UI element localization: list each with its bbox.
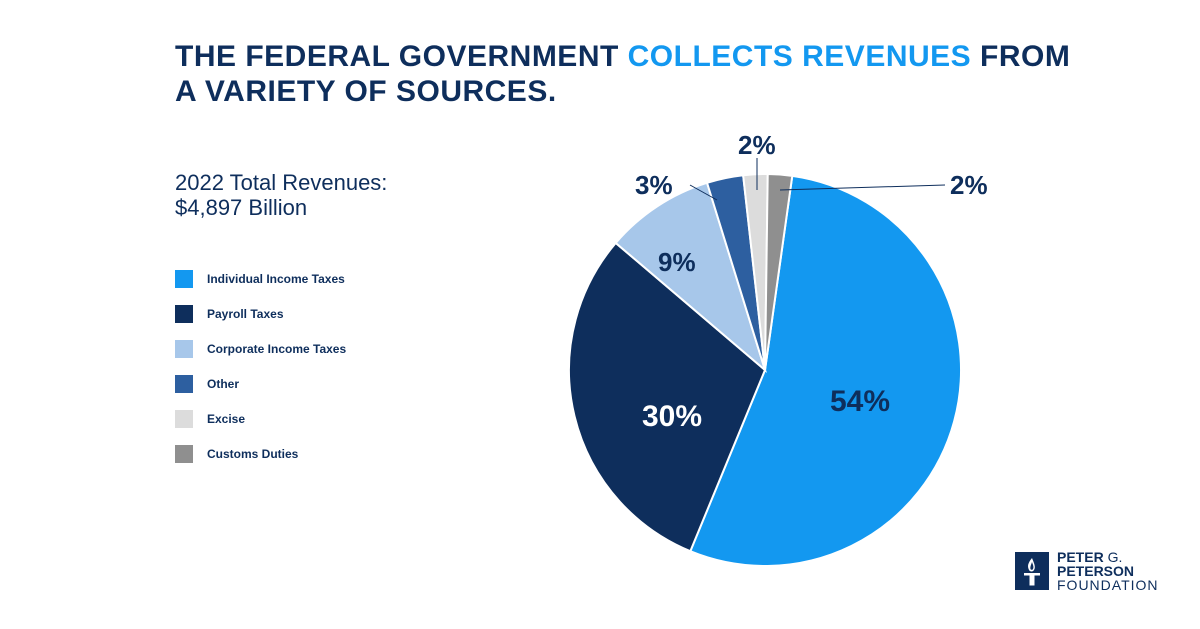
pie-slice-label: 2% — [738, 130, 776, 161]
logo-line1: PETER G. — [1057, 550, 1159, 564]
pie-slice-label: 2% — [950, 170, 988, 201]
torch-icon — [1015, 552, 1049, 590]
pie-slice-label: 30% — [642, 400, 702, 434]
brand-logo: PETER G. PETERSON FOUNDATION — [1015, 550, 1159, 592]
logo-mark — [1015, 552, 1049, 590]
pie-slice-label: 9% — [658, 247, 696, 278]
pie-slice-label: 3% — [635, 170, 673, 201]
logo-text: PETER G. PETERSON FOUNDATION — [1057, 550, 1159, 592]
logo-line2: PETERSON — [1057, 564, 1159, 578]
pie-chart — [0, 0, 1200, 629]
infographic-stage: THE FEDERAL GOVERNMENT COLLECTS REVENUES… — [0, 0, 1200, 629]
pie-slice-label: 54% — [830, 385, 890, 419]
logo-line3: FOUNDATION — [1057, 578, 1159, 592]
